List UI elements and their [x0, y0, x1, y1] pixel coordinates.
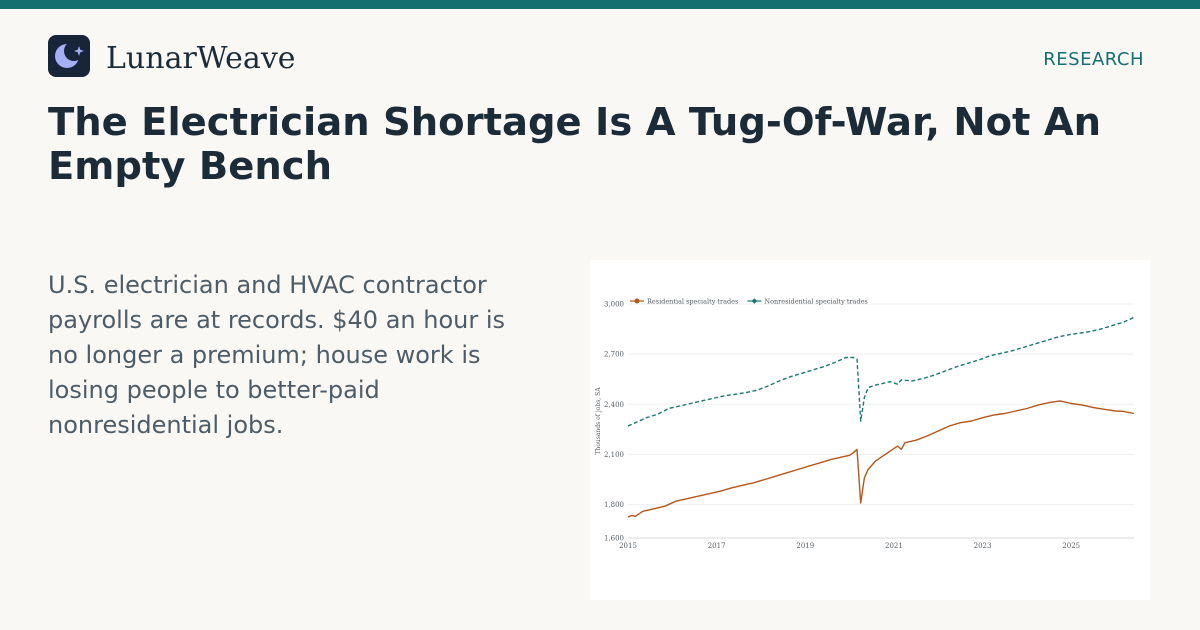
x-tick-label: 2017	[708, 542, 726, 550]
x-tick-label: 2019	[796, 542, 814, 550]
legend-label: Nonresidential specialty trades	[764, 297, 867, 305]
legend-label: Residential specialty trades	[647, 297, 738, 305]
y-tick-label: 1,600	[604, 535, 624, 543]
legend-item-2: Nonresidential specialty trades	[747, 297, 868, 305]
chart-card: 1,600 1,800 2,100 2,400 2,700 3,000 2015 2017 20…	[590, 260, 1150, 600]
y-axis-title: Thousands of jobs, SA	[595, 387, 602, 455]
y-tick-label: 3,000	[604, 301, 624, 309]
legend-item-1: Residential specialty trades	[630, 297, 738, 305]
section-label[interactable]: RESEARCH	[1043, 49, 1144, 70]
y-tick-label: 2,100	[604, 451, 624, 459]
series-line-2	[627, 316, 1135, 427]
summary-text: U.S. electrician and HVAC contractor pay…	[48, 271, 506, 439]
x-tick-label: 2023	[974, 542, 992, 550]
brand-name[interactable]: LunarWeave	[106, 41, 296, 76]
crescent-moon-icon	[55, 41, 84, 68]
page-title: The Electrician Shortage Is A Tug-Of-War…	[48, 100, 1102, 189]
legend-marker	[751, 298, 758, 304]
legend-marker	[634, 298, 640, 304]
accent-top-bar	[0, 0, 1200, 9]
y-tick-label: 2,700	[604, 351, 624, 359]
series-line-1	[627, 400, 1135, 518]
x-tick-label: 2021	[885, 542, 903, 550]
x-tick-label: 2015	[619, 542, 637, 550]
x-tick-label: 2025	[1062, 542, 1080, 550]
y-tick-label: 1,800	[604, 501, 624, 509]
logo-icon[interactable]	[48, 35, 90, 77]
y-tick-label: 2,400	[604, 401, 624, 409]
payrolls-line-chart: 1,600 1,800 2,100 2,400 2,700 3,000 2015 2017 20…	[595, 297, 1135, 550]
